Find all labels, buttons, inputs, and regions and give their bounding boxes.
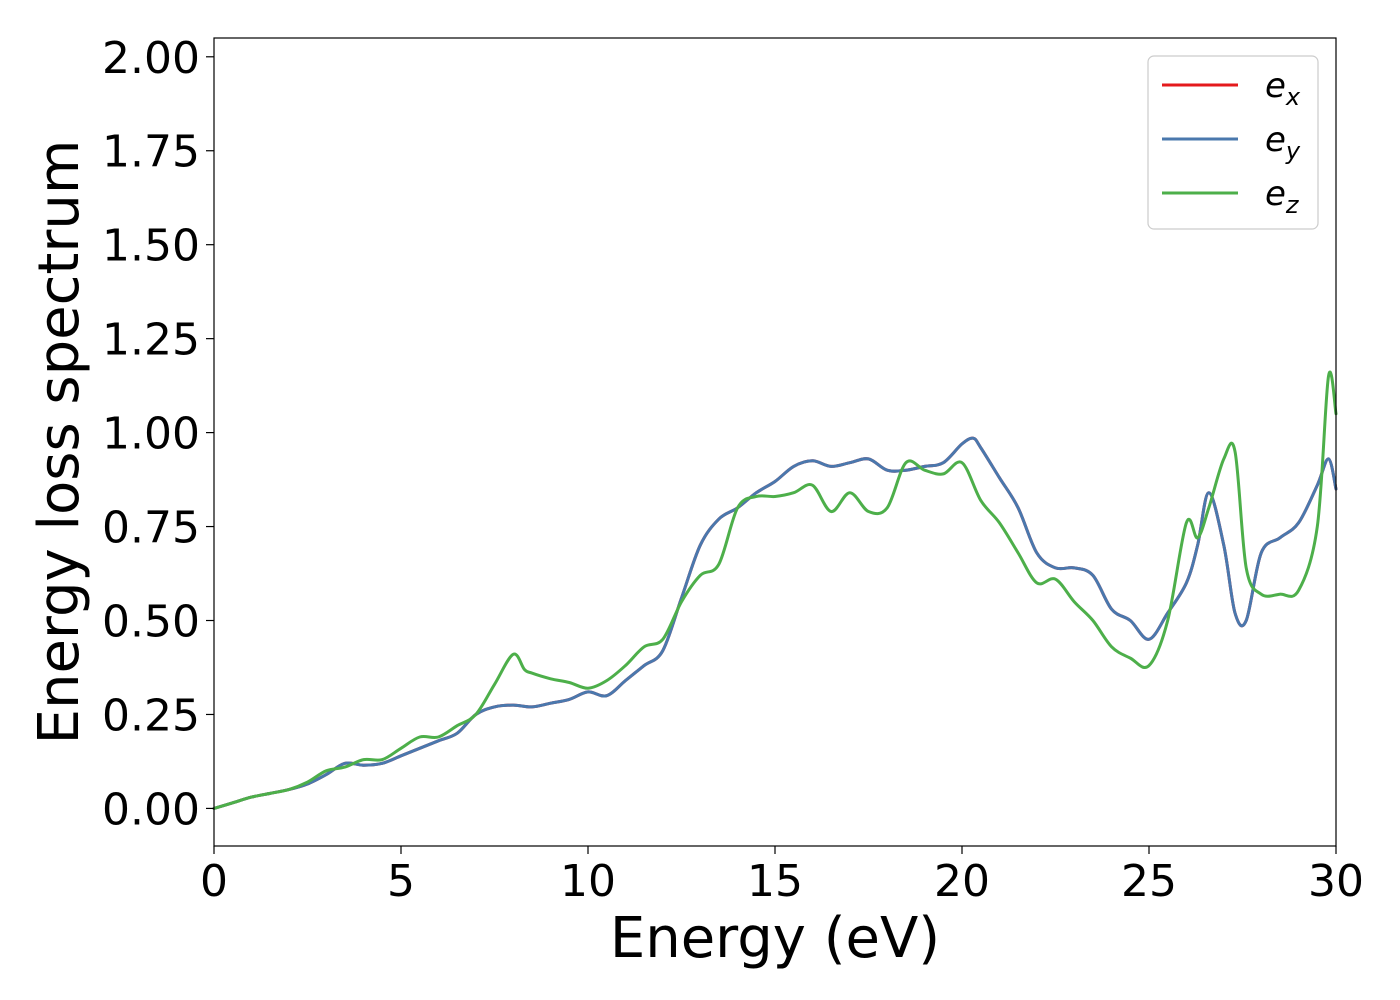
x-tick-label: 10 <box>560 856 616 907</box>
x-tick-label: 25 <box>1121 856 1177 907</box>
series-line-ey <box>212 436 1338 810</box>
x-tick-label: 20 <box>934 856 990 907</box>
x-tick-label: 5 <box>387 856 415 907</box>
x-tick-label: 15 <box>747 856 803 907</box>
y-tick-label: 1.00 <box>102 409 200 460</box>
y-tick-label: 1.75 <box>102 127 200 178</box>
x-tick-label: 30 <box>1308 856 1364 907</box>
y-tick-label: 0.75 <box>102 503 200 554</box>
y-axis-label: Energy loss spectrum <box>27 140 92 745</box>
x-axis-ticks: 0 5 10 15 20 25 30 <box>200 846 1364 907</box>
x-tick-label: 0 <box>200 856 228 907</box>
legend-label-ey: ey <box>1265 120 1301 165</box>
series-layer <box>212 370 1338 810</box>
y-tick-label: 0.25 <box>102 690 200 741</box>
y-tick-label: 1.50 <box>102 221 200 272</box>
series-line-ez <box>212 370 1338 810</box>
y-tick-label: 0.50 <box>102 597 200 648</box>
y-axis-ticks: 0.00 0.25 0.50 0.75 1.00 1.25 1.50 1.75 2.00 <box>102 33 214 835</box>
y-tick-label: 0.00 <box>102 784 200 835</box>
y-tick-label: 1.25 <box>102 315 200 366</box>
legend-frame <box>1147 55 1319 230</box>
x-axis-label: Energy (eV) <box>610 906 940 971</box>
y-tick-label: 2.00 <box>102 33 200 84</box>
